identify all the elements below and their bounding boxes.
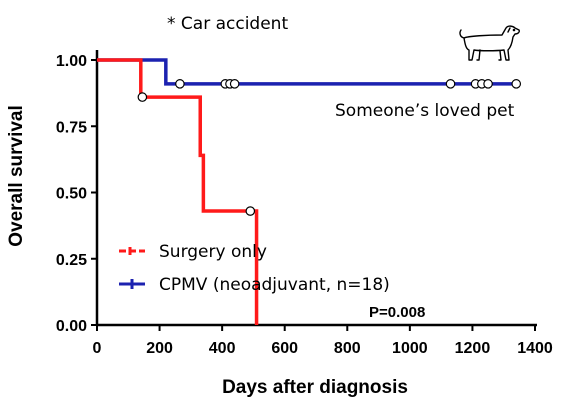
pet-note: Someone’s loved pet <box>335 101 515 121</box>
y-axis-label: Overall survival <box>6 105 27 247</box>
x-tick-label: 0 <box>93 340 102 357</box>
y-tick-label: 0.25 <box>56 252 87 269</box>
dog-icon <box>459 25 520 61</box>
y-tick-label: 1.00 <box>56 53 87 70</box>
x-tick-label: 1400 <box>517 340 553 357</box>
censor-point-cpmv <box>175 79 185 89</box>
censor-point-cpmv <box>445 79 456 89</box>
censor-point-surgery <box>137 92 148 102</box>
x-tick-label: 400 <box>209 340 236 357</box>
censor-point-cpmv <box>511 79 522 89</box>
y-tick-label: 0.50 <box>56 186 87 203</box>
x-axis-label: Days after diagnosis <box>222 377 408 398</box>
ticks: 0 200 400 600 800 1000 1200 1400 0.00 0.25 0.50 0.7… <box>56 53 553 357</box>
x-tick-label: 600 <box>271 340 298 357</box>
x-tick-label: 800 <box>334 340 361 357</box>
censor-marks <box>137 79 522 216</box>
x-tick-label: 1200 <box>455 340 491 357</box>
x-tick-label: 1000 <box>392 340 428 357</box>
censor-point-cpmv <box>229 79 240 89</box>
series-line-surgery <box>97 58 259 325</box>
y-tick-label: 0.75 <box>56 119 87 136</box>
legend-label-cpmv: CPMV (neoadjuvant, n=18) <box>159 275 390 295</box>
legend: Surgery only CPMV (neoadjuvant, n=18) <box>119 242 390 295</box>
legend-item-cpmv: CPMV (neoadjuvant, n=18) <box>119 275 390 295</box>
axes <box>95 50 537 327</box>
legend-label-surgery: Surgery only <box>159 242 267 262</box>
censor-point-surgery <box>245 206 256 216</box>
y-tick-label: 0.00 <box>56 318 87 335</box>
p-value-label: P=0.008 <box>369 304 425 321</box>
series-line-cpmv <box>97 58 518 86</box>
x-tick-label: 200 <box>146 340 173 357</box>
censor-point-cpmv <box>483 79 493 89</box>
legend-item-surgery: Surgery only <box>119 242 267 262</box>
car-accident-note: * Car accident <box>167 14 288 34</box>
series-lines <box>97 58 518 325</box>
